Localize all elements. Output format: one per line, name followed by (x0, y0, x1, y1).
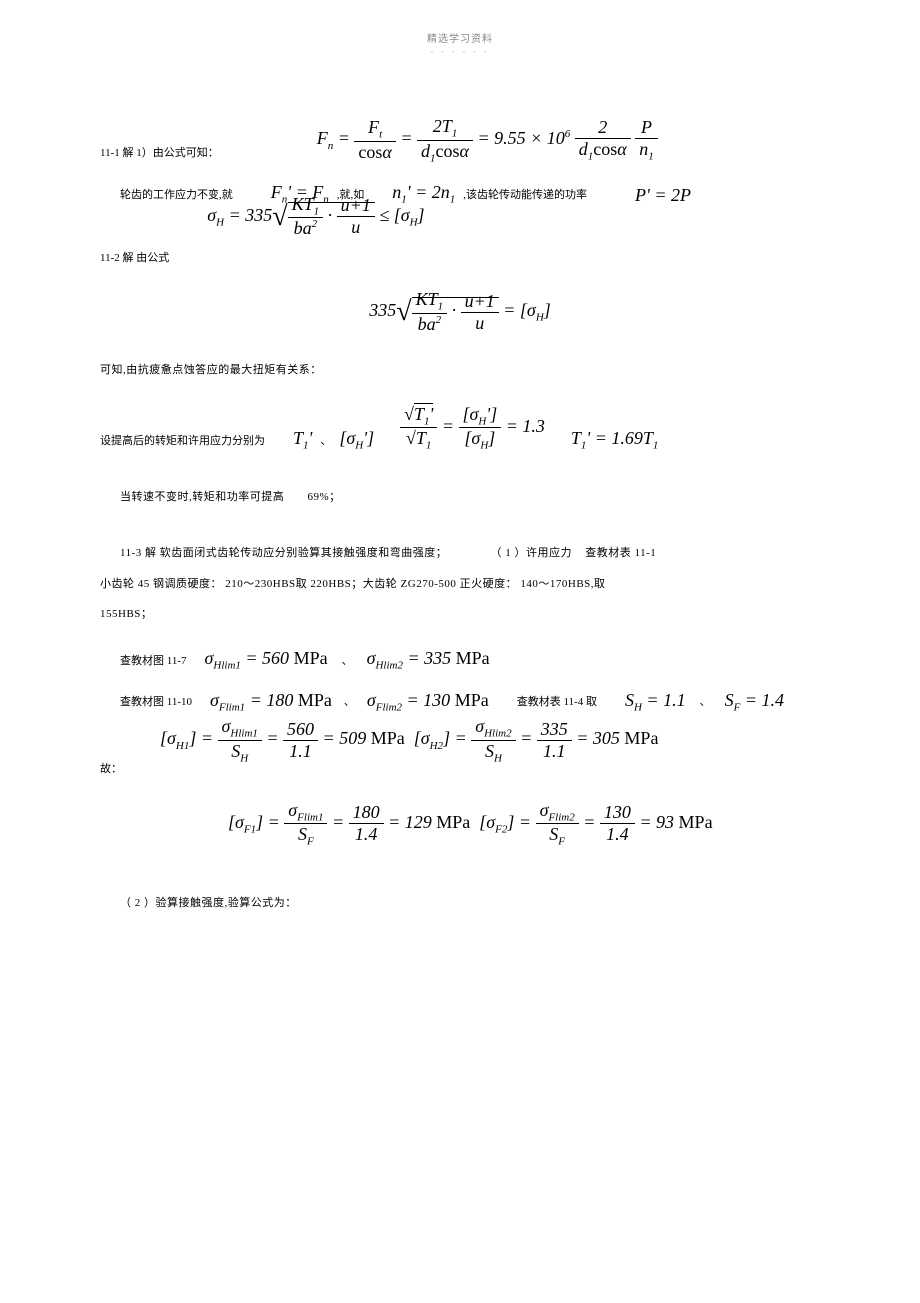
formula-fn: Fn = Ftcosα = 2T1d1cosα = 9.55 × 106 2d1… (309, 116, 666, 164)
text-l10-1: 故： (100, 760, 122, 780)
header-dots: - - - - - - (100, 47, 820, 56)
text-l12: （ 2 ）验算接触强度,验算公式为： (100, 888, 820, 919)
text-l8-2: 、 (342, 652, 353, 672)
text-l7-2: （ 1 ）许用应力 (491, 547, 573, 559)
section-line11: [σF1] = σFlim1SF = 1801.4 = 129 MPa [σF2… (100, 800, 820, 848)
text-l7-3: 查教材表 11-1 (585, 547, 656, 559)
row-1: 11-1 解 1）由公式可知： Fn = Ftcosα = 2T1d1cosα … (100, 116, 820, 164)
formula-335-eq: 335√KT1ba2 · u+1u = [σH] (361, 300, 559, 320)
text-l8-1: 查教材图 11-7 (120, 652, 187, 672)
section-11-1: 11-1 解 1）由公式可知： Fn = Ftcosα = 2T1d1cosα … (100, 116, 820, 164)
section-11-3: 11-3 解 软齿面闭式齿轮传动应分别验算其接触强度和弯曲强度； （ 1 ）许用… (100, 538, 820, 630)
section-line5: 设提高后的转矩和许用应力分别为 T1' 、 [σH'] √T1'√T1 = [σ… (100, 404, 820, 452)
section-line4: 335√KT1ba2 · u+1u = [σH] 可知,由抗疲惫点蚀答应的最大扭… (100, 289, 820, 385)
row-7a: 11-3 解 软齿面闭式齿轮传动应分别验算其接触强度和弯曲强度； （ 1 ）许用… (100, 538, 820, 569)
row-10: 故： [σH1] = σHlim1SH = 5601.1 = 509 MPa [… (100, 731, 820, 779)
header-title: 精选学习资料 (100, 30, 820, 45)
formula-sh: SH = 1.1 (617, 690, 694, 714)
row-8: 查教材图 11-7 σHlim1 = 560 MPa 、 σHlim2 = 33… (100, 648, 820, 672)
section-11-2: 11-2 解 由公式 σH = 335√KT1ba2 · u+1u ≤ [σH] (100, 224, 820, 270)
formula-ratio: √T1'√T1 = [σH'][σH] = 1.3 (392, 404, 553, 452)
text-l6: 当转速不变时,转矩和功率可提高 (120, 491, 284, 503)
formula-sigma-h12: [σH1] = σHlim1SH = 5601.1 = 509 MPa [σH2… (152, 716, 666, 764)
section-line12: （ 2 ）验算接触强度,验算公式为： (100, 888, 820, 919)
text-11-1-prefix: 11-1 解 1）由公式可知： (100, 144, 219, 164)
formula-t1-result: T1' = 1.69T1 (563, 428, 667, 452)
page-header: 精选学习资料 - - - - - - (100, 30, 820, 56)
formula-hlim1: σHlim1 = 560 MPa (197, 648, 336, 672)
section-line8: 查教材图 11-7 σHlim1 = 560 MPa 、 σHlim2 = 33… (100, 648, 820, 672)
formula-p: P' = 2P (627, 185, 699, 206)
section-line9: 查教材图 11-10 σFlim1 = 180 MPa 、 σFlim2 = 1… (100, 690, 820, 714)
text-l9-2: 、 (344, 693, 355, 713)
section-line10: 故： [σH1] = σHlim1SH = 5601.1 = 509 MPa [… (100, 731, 820, 779)
formula-flim2: σFlim2 = 130 MPa (359, 690, 497, 714)
formula-t1p: T1' (285, 428, 320, 452)
section-line6: 当转速不变时,转矩和功率可提高 69%； (100, 482, 820, 513)
formula-block-4: 335√KT1ba2 · u+1u = [σH] (100, 289, 820, 335)
row-5: 设提高后的转矩和许用应力分别为 T1' 、 [σH'] √T1'√T1 = [σ… (100, 404, 820, 452)
row-7c: 155HBS； (100, 599, 820, 630)
row-6: 当转速不变时,转矩和功率可提高 69%； (100, 482, 820, 513)
formula-sf: SF = 1.4 (717, 690, 792, 714)
row-7b: 小齿轮 45 钢调质硬度： 210～230HBS取 220HBS；大齿轮 ZG2… (100, 569, 820, 600)
text-l7-1: 11-3 解 软齿面闭式齿轮传动应分别验算其接触强度和弯曲强度； (120, 547, 447, 559)
formula-sigma-h: σH = 335√KT1ba2 · u+1u ≤ [σH] (199, 194, 432, 240)
text-l9-3: 查教材表 11-4 取 (517, 693, 597, 713)
text-11-2-prefix: 11-2 解 由公式 (100, 249, 169, 269)
text-l9-1: 查教材图 11-10 (120, 693, 192, 713)
row-9: 查教材图 11-10 σFlim1 = 180 MPa 、 σFlim2 = 1… (100, 690, 820, 714)
text-l5-1: 设提高后的转矩和许用应力分别为 (100, 432, 265, 452)
formula-hlim2: σHlim2 = 335 MPa (359, 648, 498, 672)
formula-flim1: σFlim1 = 180 MPa (202, 690, 340, 714)
formula-sigma-hp: [σH'] (331, 428, 382, 452)
row-3: 11-2 解 由公式 σH = 335√KT1ba2 · u+1u ≤ [σH] (100, 224, 820, 270)
text-l4: 可知,由抗疲惫点蚀答应的最大扭矩有关系： (100, 355, 820, 386)
text-l2-3: ,该齿轮传动能传递的功率 (463, 186, 587, 206)
row-11: [σF1] = σFlim1SF = 1801.4 = 129 MPa [σF2… (100, 800, 820, 848)
formula-sigma-f12: [σF1] = σFlim1SF = 1801.4 = 129 MPa [σF2… (220, 812, 721, 832)
text-l6-pct: 69%； (308, 491, 341, 503)
text-l5-2: 、 (320, 432, 331, 452)
text-l9-4: 、 (700, 693, 711, 713)
